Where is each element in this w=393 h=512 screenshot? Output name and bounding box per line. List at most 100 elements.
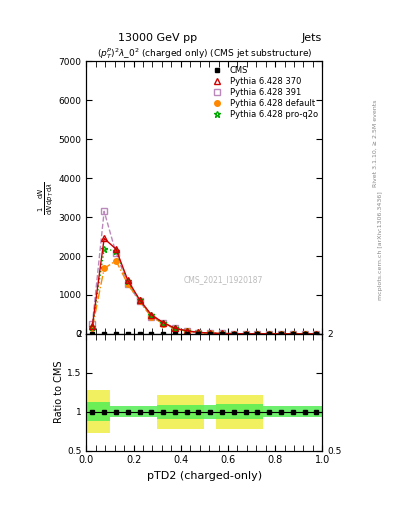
Pythia 6.428 pro-q2o bbox=[196, 329, 201, 335]
Bar bbox=[216, 404, 263, 419]
Pythia 6.428 pro-q2o bbox=[243, 331, 248, 337]
Pythia 6.428 default bbox=[314, 331, 319, 337]
Pythia 6.428 370 bbox=[161, 319, 165, 326]
CMS bbox=[231, 331, 236, 337]
CMS bbox=[90, 331, 95, 337]
Pythia 6.428 pro-q2o bbox=[220, 330, 224, 336]
Bar bbox=[110, 406, 157, 417]
Pythia 6.428 pro-q2o bbox=[125, 278, 130, 284]
CMS bbox=[125, 331, 130, 337]
Bar bbox=[86, 390, 110, 434]
CMS bbox=[149, 331, 154, 337]
Pythia 6.428 370 bbox=[125, 277, 130, 283]
Pythia 6.428 pro-q2o bbox=[231, 331, 236, 337]
Pythia 6.428 391 bbox=[255, 331, 260, 337]
CMS bbox=[243, 331, 248, 337]
CMS bbox=[114, 331, 118, 337]
Legend: CMS, Pythia 6.428 370, Pythia 6.428 391, Pythia 6.428 default, Pythia 6.428 pro-: CMS, Pythia 6.428 370, Pythia 6.428 391,… bbox=[208, 64, 320, 121]
Pythia 6.428 391 bbox=[267, 331, 272, 337]
Pythia 6.428 391 bbox=[231, 331, 236, 337]
Pythia 6.428 default bbox=[208, 330, 213, 336]
Line: Pythia 6.428 391: Pythia 6.428 391 bbox=[90, 208, 319, 336]
Bar bbox=[86, 402, 110, 421]
Pythia 6.428 pro-q2o bbox=[137, 297, 142, 303]
Text: Rivet 3.1.10, ≥ 2.5M events: Rivet 3.1.10, ≥ 2.5M events bbox=[373, 100, 378, 187]
Pythia 6.428 default bbox=[255, 331, 260, 337]
Pythia 6.428 391 bbox=[137, 298, 142, 304]
Pythia 6.428 pro-q2o bbox=[161, 319, 165, 326]
Pythia 6.428 default bbox=[267, 331, 272, 337]
Pythia 6.428 370 bbox=[255, 331, 260, 337]
Pythia 6.428 391 bbox=[173, 326, 177, 332]
Pythia 6.428 370 bbox=[220, 330, 224, 336]
Pythia 6.428 370 bbox=[184, 328, 189, 334]
Pythia 6.428 default bbox=[137, 298, 142, 304]
Pythia 6.428 391 bbox=[125, 281, 130, 287]
X-axis label: pTD2 (charged-only): pTD2 (charged-only) bbox=[147, 471, 262, 481]
Pythia 6.428 pro-q2o bbox=[279, 331, 283, 337]
Pythia 6.428 default bbox=[90, 325, 95, 331]
Bar bbox=[216, 395, 263, 429]
Pythia 6.428 default bbox=[173, 326, 177, 332]
Line: Pythia 6.428 370: Pythia 6.428 370 bbox=[90, 236, 319, 336]
Pythia 6.428 370 bbox=[114, 246, 118, 252]
Pythia 6.428 370 bbox=[243, 331, 248, 337]
Pythia 6.428 default bbox=[220, 330, 224, 336]
Line: Pythia 6.428 default: Pythia 6.428 default bbox=[90, 258, 319, 336]
CMS bbox=[290, 331, 295, 337]
CMS bbox=[302, 331, 307, 337]
Pythia 6.428 370 bbox=[279, 331, 283, 337]
Pythia 6.428 pro-q2o bbox=[102, 246, 107, 252]
Pythia 6.428 391 bbox=[196, 329, 201, 335]
CMS bbox=[255, 331, 260, 337]
Pythia 6.428 default bbox=[290, 331, 295, 337]
Pythia 6.428 370 bbox=[102, 236, 107, 242]
Pythia 6.428 pro-q2o bbox=[267, 331, 272, 337]
Pythia 6.428 370 bbox=[290, 331, 295, 337]
Pythia 6.428 370 bbox=[90, 323, 95, 329]
CMS bbox=[220, 331, 224, 337]
Bar bbox=[157, 395, 204, 429]
Pythia 6.428 pro-q2o bbox=[184, 328, 189, 334]
Pythia 6.428 391 bbox=[184, 328, 189, 334]
Pythia 6.428 default bbox=[114, 258, 118, 264]
Pythia 6.428 391 bbox=[314, 331, 319, 337]
Y-axis label: Ratio to CMS: Ratio to CMS bbox=[55, 361, 64, 423]
CMS bbox=[173, 331, 177, 337]
Pythia 6.428 pro-q2o bbox=[149, 312, 154, 318]
CMS bbox=[196, 331, 201, 337]
Pythia 6.428 default bbox=[302, 331, 307, 337]
Pythia 6.428 370 bbox=[208, 330, 213, 336]
Text: Jets: Jets bbox=[302, 33, 322, 44]
CMS bbox=[184, 331, 189, 337]
Pythia 6.428 default bbox=[149, 314, 154, 320]
Line: Pythia 6.428 pro-q2o: Pythia 6.428 pro-q2o bbox=[89, 246, 320, 337]
Pythia 6.428 pro-q2o bbox=[290, 331, 295, 337]
Pythia 6.428 default bbox=[231, 331, 236, 337]
Bar bbox=[263, 406, 322, 417]
Title: $(p_T^P)^2\lambda\_0^2$ (charged only) (CMS jet substructure): $(p_T^P)^2\lambda\_0^2$ (charged only) (… bbox=[97, 47, 312, 61]
Pythia 6.428 391 bbox=[90, 321, 95, 327]
Pythia 6.428 pro-q2o bbox=[90, 324, 95, 330]
Pythia 6.428 370 bbox=[231, 331, 236, 337]
CMS bbox=[102, 331, 107, 337]
Pythia 6.428 default bbox=[279, 331, 283, 337]
Pythia 6.428 391 bbox=[149, 314, 154, 320]
Pythia 6.428 391 bbox=[290, 331, 295, 337]
CMS bbox=[161, 331, 165, 337]
Pythia 6.428 default bbox=[102, 265, 107, 271]
Pythia 6.428 pro-q2o bbox=[314, 331, 319, 337]
Pythia 6.428 391 bbox=[302, 331, 307, 337]
Pythia 6.428 391 bbox=[102, 208, 107, 215]
Pythia 6.428 391 bbox=[243, 331, 248, 337]
CMS bbox=[279, 331, 283, 337]
Pythia 6.428 default bbox=[125, 281, 130, 287]
Pythia 6.428 391 bbox=[208, 330, 213, 336]
Pythia 6.428 391 bbox=[220, 330, 224, 336]
Pythia 6.428 pro-q2o bbox=[173, 325, 177, 331]
Pythia 6.428 370 bbox=[173, 325, 177, 331]
Bar bbox=[157, 404, 216, 419]
Pythia 6.428 370 bbox=[149, 312, 154, 318]
CMS bbox=[208, 331, 213, 337]
Pythia 6.428 pro-q2o bbox=[255, 331, 260, 337]
